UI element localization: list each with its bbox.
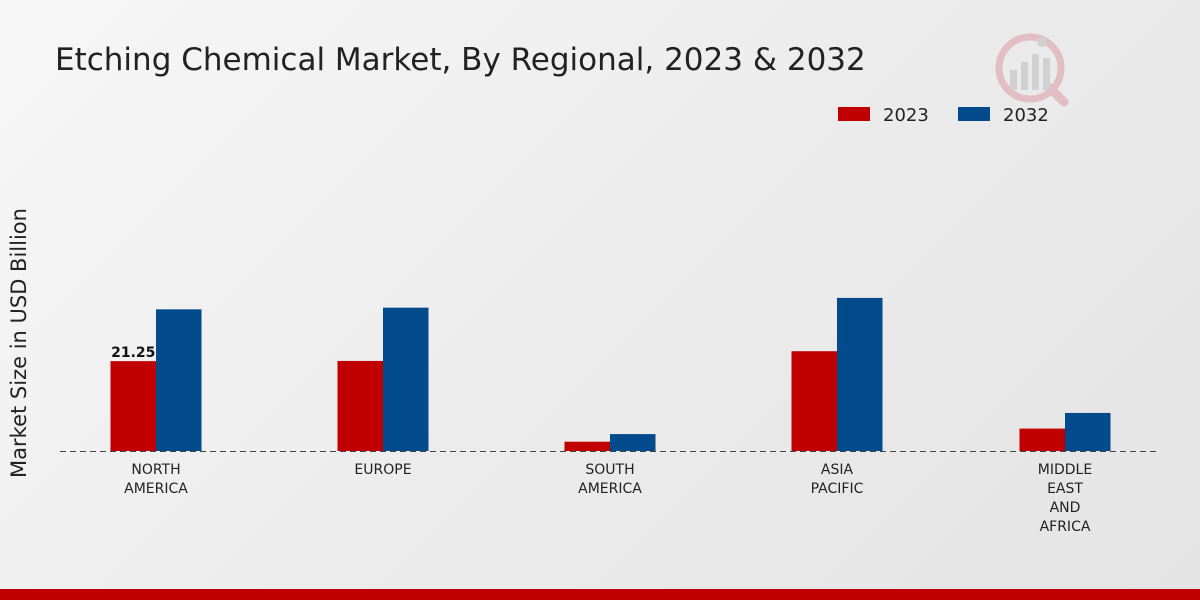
legend-swatch <box>958 107 990 121</box>
x-tick-label: SOUTH AMERICA <box>578 462 642 497</box>
bar-2032-middle-east-and-africa <box>1065 412 1111 451</box>
bar-2023-north-america <box>110 361 156 451</box>
market-research-logo-icon <box>995 33 1069 107</box>
legend-item-2032: 2032 <box>958 105 1049 126</box>
legend-item-2023: 2023 <box>838 105 929 126</box>
legend-label: 2032 <box>1003 105 1049 126</box>
x-axis-ticks: NORTH AMERICA EUROPE SOUTH AMERICA ASIA PACIFI… <box>124 462 1092 535</box>
bar-2032-south-america <box>610 434 656 451</box>
legend-label: 2023 <box>883 105 929 126</box>
legend: 2023 2032 <box>838 105 1049 126</box>
footer-band <box>0 589 1200 600</box>
x-tick-label: ASIA PACIFIC <box>811 462 864 497</box>
bar-2023-middle-east-and-africa <box>1019 428 1065 451</box>
bar-2032-asia-pacific <box>837 297 883 451</box>
x-tick-label: EUROPE <box>354 462 411 478</box>
x-tick-label: NORTH AMERICA <box>124 462 188 497</box>
x-tick-label: MIDDLE EAST AND AFRICA <box>1038 462 1092 535</box>
bar-2032-north-america <box>156 309 202 451</box>
bar-2032-europe <box>383 307 429 451</box>
data-label: 21.25 <box>111 345 155 361</box>
chart-title: Etching Chemical Market, By Regional, 20… <box>55 42 866 78</box>
bars <box>110 297 1111 451</box>
legend-swatch <box>838 107 870 121</box>
y-axis-label: Market Size in USD Billion <box>7 208 31 478</box>
bar-2023-south-america <box>564 441 610 451</box>
data-labels: 21.25 <box>111 345 155 361</box>
bar-2023-europe <box>337 360 383 451</box>
bar-2023-asia-pacific <box>791 351 837 451</box>
